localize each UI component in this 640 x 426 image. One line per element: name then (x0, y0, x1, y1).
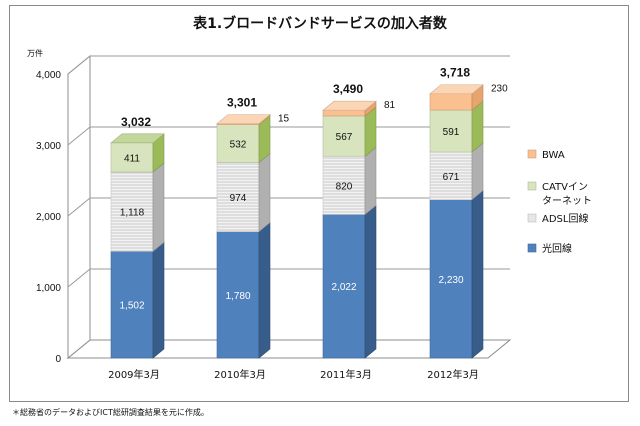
total-label: 3,032 (121, 115, 151, 129)
bar-top (429, 84, 484, 95)
bar-segment (110, 251, 154, 359)
y-tick-label: 0 (55, 354, 61, 365)
x-tick-label: 2011年3月 (320, 368, 372, 381)
legend-label: 光回線 (542, 242, 572, 255)
bar-side (152, 241, 165, 359)
legend-label: CATVイン (542, 182, 588, 193)
bar-side (152, 162, 165, 252)
bar-segment (216, 124, 260, 163)
chart-title: 表1.ブロードバンドサービスの加入者数 (193, 16, 447, 32)
y-tick-label: 2,000 (36, 212, 61, 223)
bar-side (258, 221, 271, 359)
data-label: 2,022 (331, 282, 356, 293)
bar-side (258, 152, 271, 233)
total-label: 3,718 (440, 66, 470, 80)
data-label: 591 (443, 127, 460, 138)
data-label: 81 (384, 100, 396, 111)
bar-side (471, 142, 484, 201)
x-tick-label: 2012年3月 (427, 368, 479, 381)
y-unit-label: 万件 (27, 49, 43, 58)
bar-top (216, 114, 271, 124)
y-tick-label: 4,000 (36, 70, 61, 81)
gridline (67, 55, 510, 75)
bar-segment (429, 199, 473, 359)
bar-side (471, 190, 484, 359)
total-label: 3,490 (333, 82, 363, 96)
legend-swatch (527, 149, 537, 159)
data-label: 671 (443, 172, 460, 183)
bar-segment (110, 142, 154, 173)
data-label: 2,230 (438, 275, 463, 286)
x-tick-label: 2009年3月 (108, 368, 160, 381)
data-label: 1,118 (120, 208, 145, 219)
data-label: 15 (278, 114, 290, 125)
legend-label: ADSL回線 (542, 212, 588, 225)
bar-side (364, 204, 377, 359)
data-label: 532 (230, 140, 247, 151)
total-label: 3,301 (227, 96, 257, 110)
data-label: 1,502 (119, 301, 144, 312)
bar-segment (110, 171, 154, 252)
bar-segment (322, 214, 366, 359)
legend-swatch (527, 213, 537, 223)
x-tick-label: 2010年3月 (214, 368, 266, 381)
footnote: ＊総務省のデータおよびICT総研調査結果を元に作成。 (12, 408, 209, 417)
bar-segment (322, 109, 366, 117)
bar-top (110, 133, 165, 144)
legend-swatch (527, 181, 537, 191)
bar-segment (429, 109, 473, 153)
bar-segment (429, 93, 473, 111)
legend-label: BWA (542, 150, 565, 161)
legend-label: ターネット (542, 195, 592, 207)
data-label: 820 (336, 181, 353, 192)
data-label: 411 (124, 153, 140, 164)
data-label: 974 (230, 193, 247, 204)
legend-swatch (527, 243, 537, 253)
y-tick-label: 3,000 (36, 141, 61, 152)
y-tick-label: 1,000 (36, 283, 61, 294)
bar-side (364, 146, 377, 216)
data-label: 567 (336, 132, 353, 143)
data-label: 230 (491, 84, 508, 95)
data-label: 1,780 (225, 291, 250, 302)
bar-top (322, 100, 377, 111)
bar-segment (216, 162, 260, 232)
